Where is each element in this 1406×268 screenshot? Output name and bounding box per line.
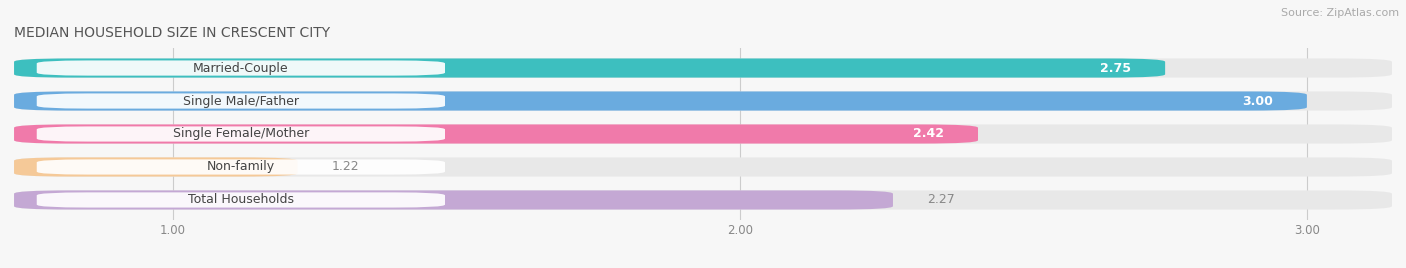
FancyBboxPatch shape	[37, 61, 446, 76]
FancyBboxPatch shape	[37, 192, 446, 207]
Text: 2.75: 2.75	[1099, 62, 1130, 75]
FancyBboxPatch shape	[14, 124, 1392, 144]
FancyBboxPatch shape	[14, 124, 979, 144]
Text: Single Male/Father: Single Male/Father	[183, 95, 299, 107]
FancyBboxPatch shape	[37, 126, 446, 142]
FancyBboxPatch shape	[14, 190, 893, 210]
Text: Single Female/Mother: Single Female/Mother	[173, 128, 309, 140]
FancyBboxPatch shape	[37, 159, 446, 174]
Text: 2.42: 2.42	[912, 128, 943, 140]
FancyBboxPatch shape	[14, 157, 298, 177]
Text: Source: ZipAtlas.com: Source: ZipAtlas.com	[1281, 8, 1399, 18]
FancyBboxPatch shape	[14, 91, 1308, 111]
FancyBboxPatch shape	[14, 157, 1392, 177]
Text: Non-family: Non-family	[207, 161, 276, 173]
Text: Total Households: Total Households	[188, 193, 294, 206]
FancyBboxPatch shape	[14, 58, 1392, 78]
FancyBboxPatch shape	[14, 58, 1166, 78]
FancyBboxPatch shape	[14, 190, 1392, 210]
Text: Married-Couple: Married-Couple	[193, 62, 288, 75]
Text: 2.27: 2.27	[927, 193, 955, 206]
Text: 1.22: 1.22	[332, 161, 359, 173]
Text: 3.00: 3.00	[1241, 95, 1272, 107]
FancyBboxPatch shape	[37, 94, 446, 109]
FancyBboxPatch shape	[14, 91, 1392, 111]
Text: MEDIAN HOUSEHOLD SIZE IN CRESCENT CITY: MEDIAN HOUSEHOLD SIZE IN CRESCENT CITY	[14, 26, 330, 40]
